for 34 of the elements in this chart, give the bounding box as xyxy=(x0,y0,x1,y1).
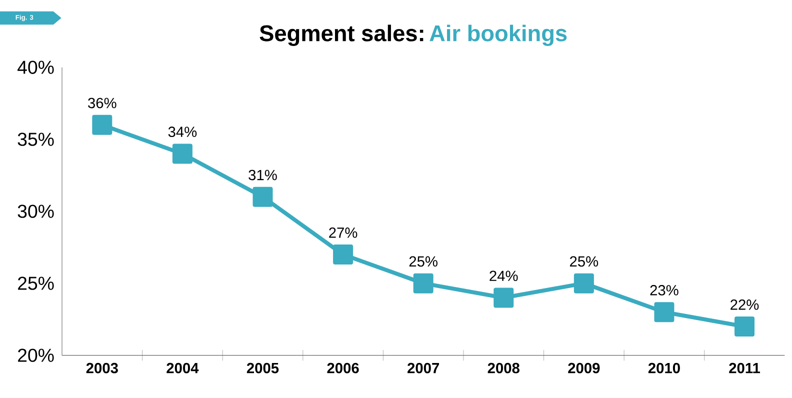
x-tick-label: 2008 xyxy=(488,362,520,374)
point xyxy=(413,273,434,294)
x-tick-label: 2005 xyxy=(246,362,279,374)
x-tick-label: 2010 xyxy=(648,362,680,374)
chart-title: Segment sales: xyxy=(260,24,424,46)
point xyxy=(654,302,674,322)
point xyxy=(494,288,514,308)
point xyxy=(574,273,594,294)
data-label: 27% xyxy=(329,228,358,238)
x-tick-label: 2011 xyxy=(729,362,760,374)
y-tick-label: 25% xyxy=(18,276,54,290)
x-tick-label: 2006 xyxy=(327,362,359,374)
data-label: 31% xyxy=(248,170,277,180)
y-tick-label: 30% xyxy=(18,204,54,218)
x-tick-label: 2009 xyxy=(568,362,600,374)
data-label: 25% xyxy=(409,256,438,267)
data-label: 22% xyxy=(730,299,759,310)
point xyxy=(172,144,192,164)
chart-subtitle: Air bookings xyxy=(430,24,567,46)
data-label: 25% xyxy=(570,256,598,267)
data-label: 23% xyxy=(650,285,678,296)
y-tick-label: 20% xyxy=(18,348,54,362)
point xyxy=(333,244,354,265)
point xyxy=(252,186,273,207)
y-tick-label: 35% xyxy=(18,132,54,146)
data-label: 36% xyxy=(88,98,116,108)
x-tick-label: 2007 xyxy=(408,362,439,374)
point xyxy=(734,316,755,337)
y-tick-label: 40% xyxy=(18,60,54,74)
x-tick-label: 2003 xyxy=(86,362,118,374)
data-label: 34% xyxy=(168,126,197,138)
x-tick-label: 2004 xyxy=(166,362,199,374)
data-label: 24% xyxy=(490,270,518,282)
point xyxy=(92,114,112,135)
